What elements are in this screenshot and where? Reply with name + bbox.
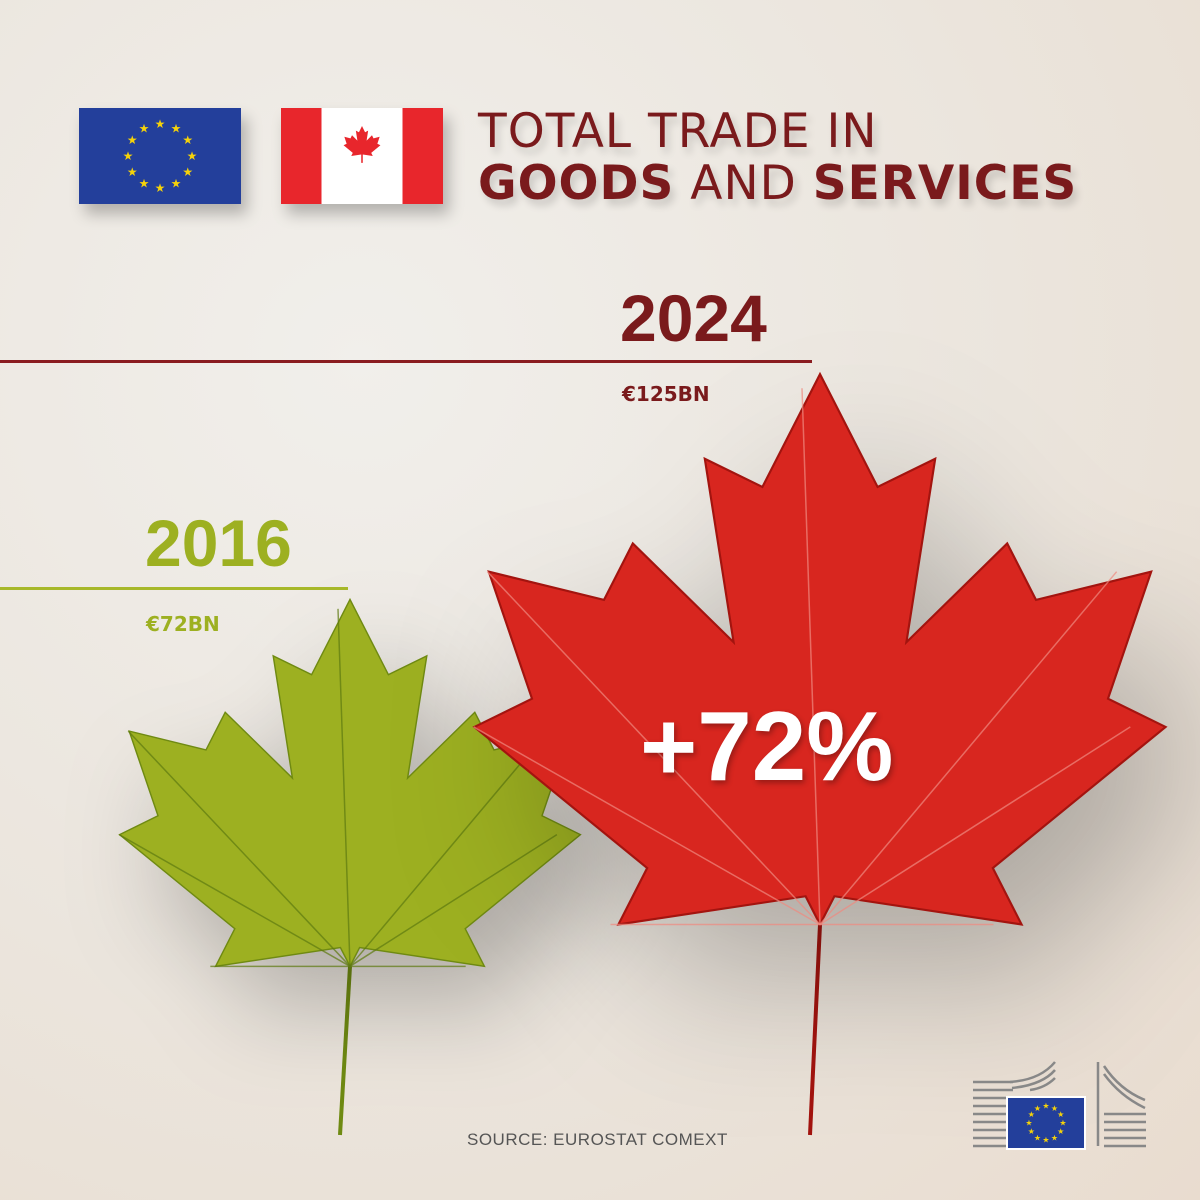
star-icon: ★ — [155, 181, 166, 195]
star-icon: ★ — [1042, 1102, 1049, 1111]
leaf-vein — [349, 833, 558, 967]
star-icon: ★ — [1051, 1104, 1058, 1113]
source-note: SOURCE: EUROSTAT COMEXT — [467, 1130, 728, 1149]
star-icon: ★ — [1051, 1133, 1058, 1142]
star-icon: ★ — [1025, 1119, 1032, 1128]
leaf-vein — [473, 726, 821, 926]
star-icon: ★ — [1034, 1133, 1041, 1142]
eu-flag-icon: ★ ★ ★ ★ ★ ★ ★ ★ ★ ★ ★ ★ — [79, 108, 241, 204]
title-and: AND — [674, 156, 813, 211]
star-icon: ★ — [182, 165, 193, 179]
year-label-2016: 2016 — [145, 506, 292, 580]
leaf-vein — [486, 571, 821, 925]
title-line-1: TOTAL TRADE IN — [478, 104, 878, 159]
star-icon: ★ — [123, 149, 134, 163]
star-icon: ★ — [171, 177, 182, 191]
leaf-vein — [801, 388, 821, 925]
star-icon: ★ — [1059, 1119, 1066, 1128]
value-label-2024: €125BN — [622, 382, 710, 406]
leaf-vein — [118, 833, 351, 967]
leaf-stem — [808, 924, 822, 1136]
star-icon: ★ — [155, 117, 166, 131]
leaf-vein — [819, 571, 1118, 925]
title-line-2: GOODS AND SERVICES — [478, 160, 1077, 207]
leaf-vein — [349, 730, 549, 967]
title-goods: GOODS — [478, 156, 675, 211]
bar-2024-line — [0, 360, 812, 363]
star-icon: ★ — [139, 121, 150, 135]
star-icon: ★ — [1028, 1110, 1035, 1119]
star-icon: ★ — [182, 133, 193, 147]
star-icon: ★ — [1028, 1127, 1035, 1136]
bar-2016-line — [0, 587, 348, 590]
leaf-vein — [337, 608, 351, 967]
star-icon: ★ — [1057, 1127, 1064, 1136]
leaf-vein — [819, 726, 1131, 926]
star-icon: ★ — [1034, 1104, 1041, 1113]
leaf-2024 — [472, 371, 1168, 1136]
leaf-shape — [118, 597, 582, 968]
canada-flag-icon — [281, 108, 443, 204]
year-label-2024: 2024 — [620, 281, 767, 355]
star-icon: ★ — [1057, 1110, 1064, 1119]
title-services: SERVICES — [812, 156, 1078, 211]
star-icon: ★ — [139, 177, 150, 191]
star-icon: ★ — [187, 149, 198, 163]
star-icon: ★ — [127, 165, 138, 179]
growth-annotation: +72% — [640, 691, 894, 801]
star-icon: ★ — [127, 133, 138, 147]
european-commission-logo: ★ ★★★★★★★★★★★ — [973, 1061, 1146, 1150]
leaf-vein — [127, 730, 351, 967]
star-icon: ★ — [171, 121, 182, 135]
leaf-stem — [338, 966, 352, 1136]
leaf-shape — [472, 371, 1168, 927]
value-label-2016: €72BN — [146, 612, 220, 636]
leaf-2016 — [118, 597, 582, 1136]
star-icon: ★ — [1042, 1136, 1049, 1145]
